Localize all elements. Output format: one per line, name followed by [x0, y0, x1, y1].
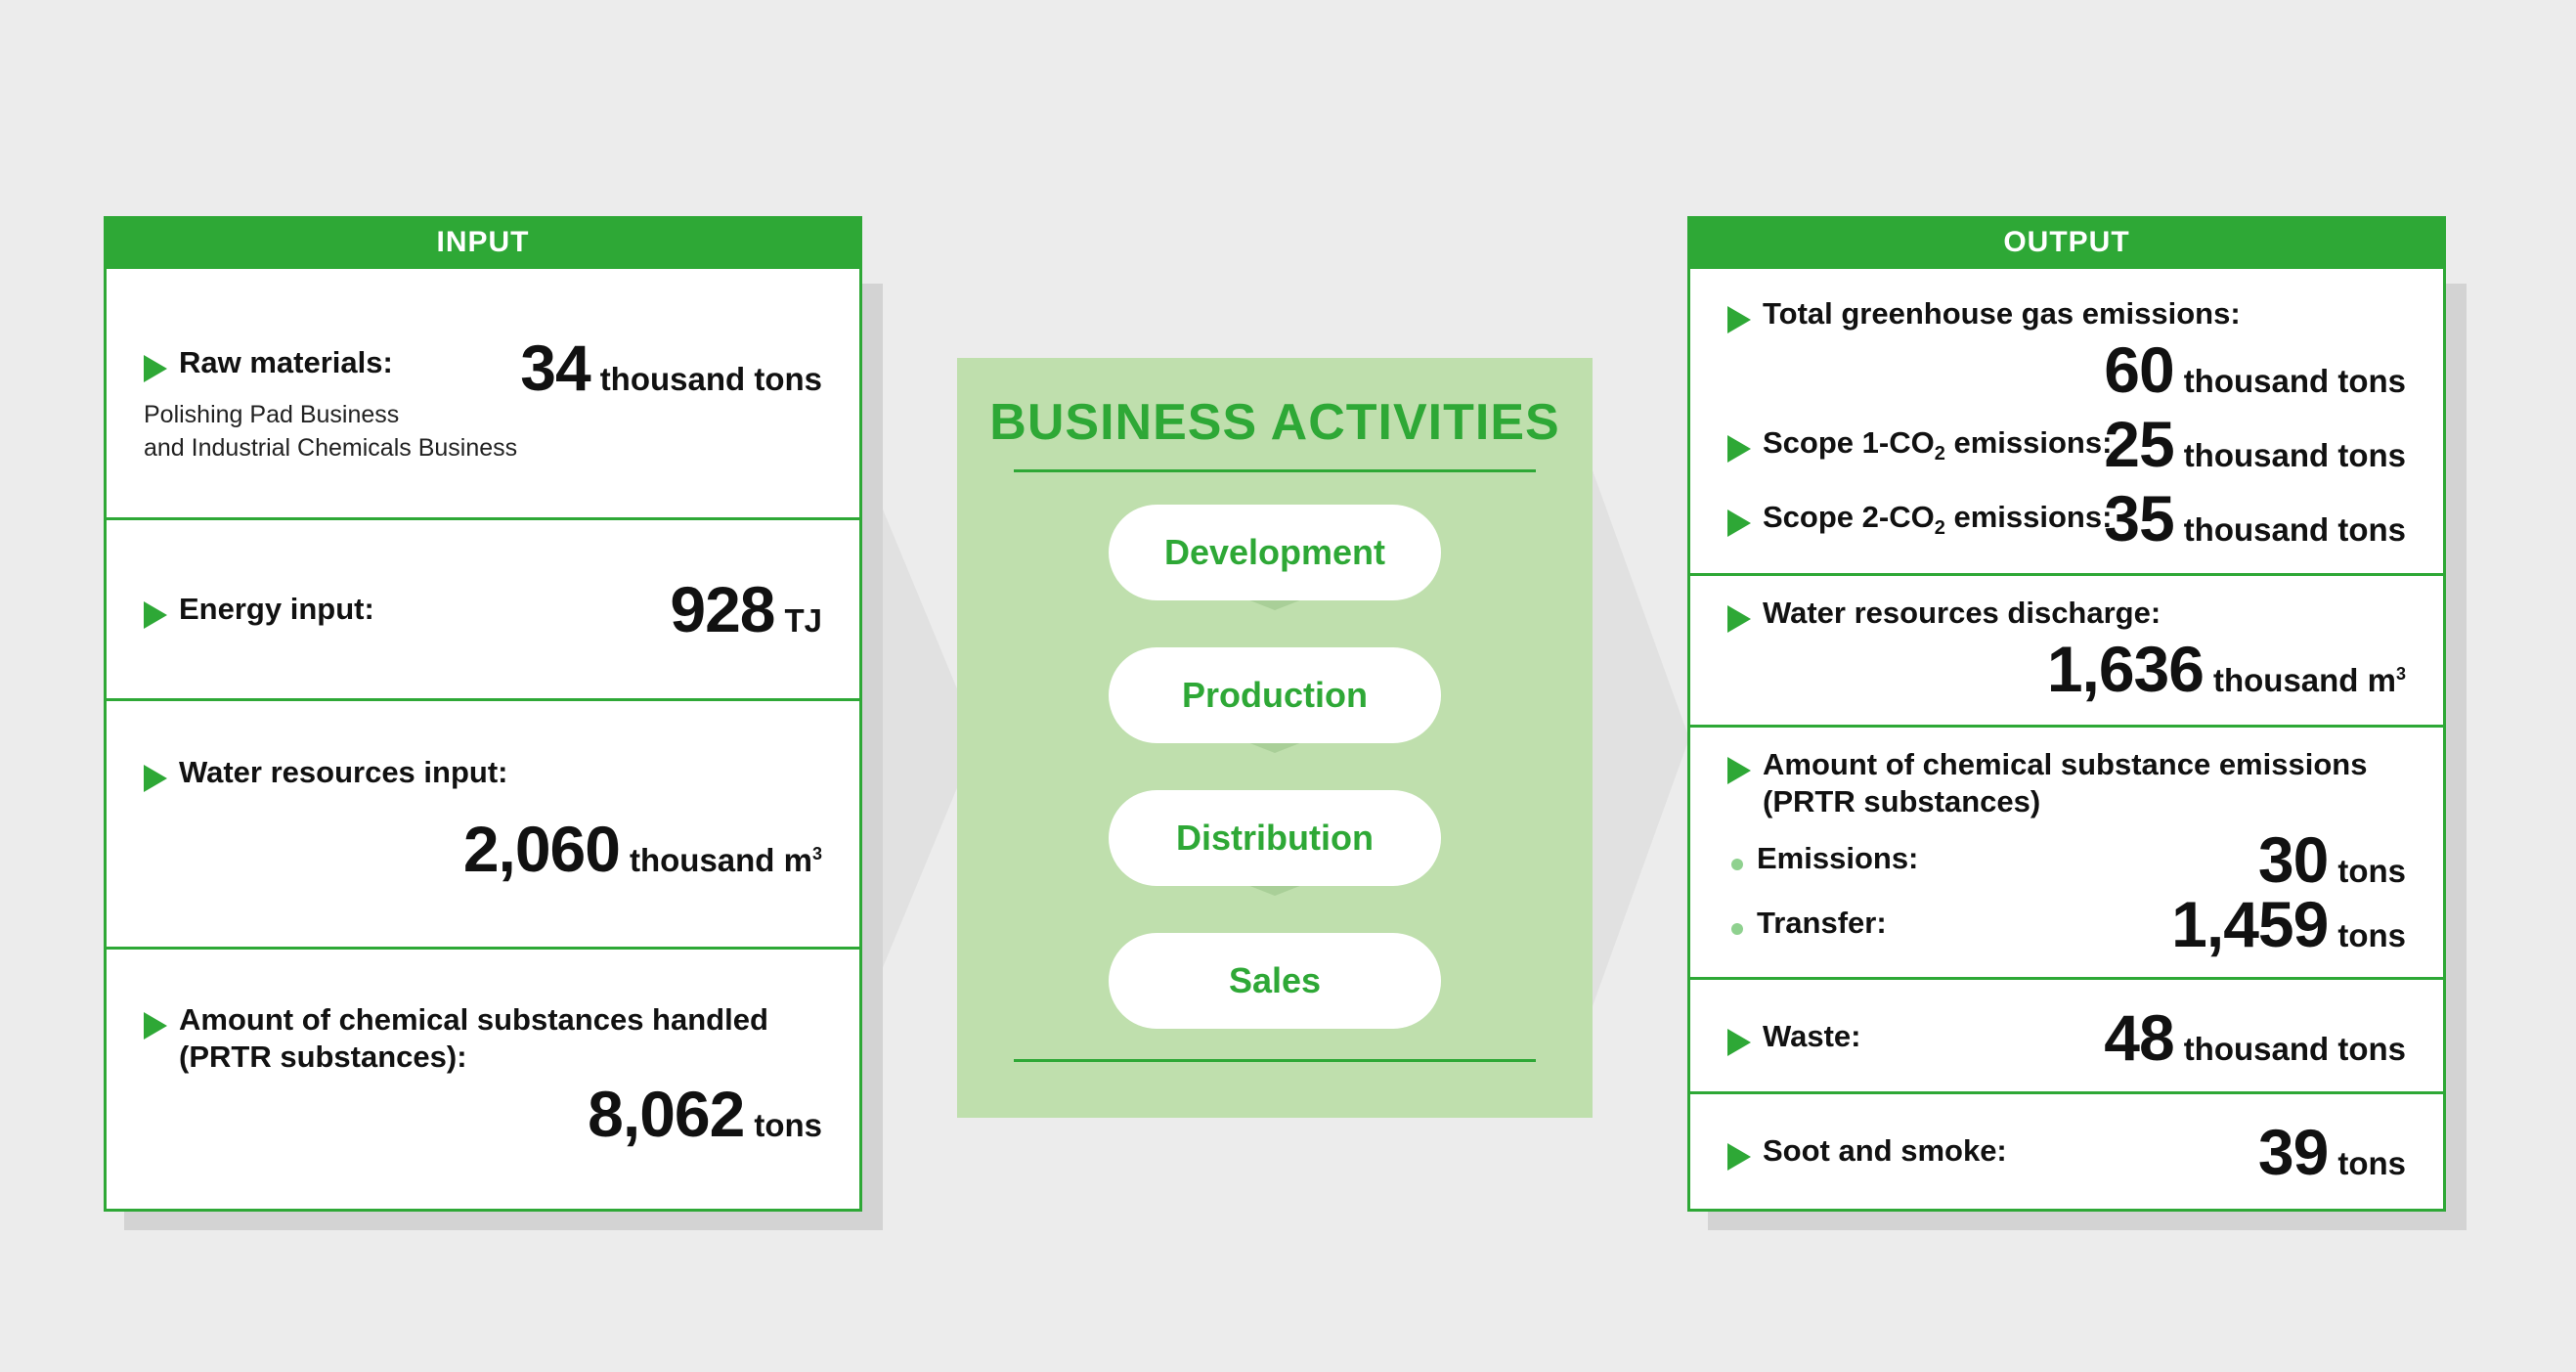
triangle-bullet-icon	[144, 1011, 167, 1040]
soot-smoke-value: 39	[2257, 1116, 2329, 1188]
emissions-value-group: 30 tons	[2258, 827, 2406, 892]
bullet-dot-icon	[1731, 922, 1743, 935]
waste-section: Waste: 48 thousand tons	[1690, 977, 2443, 1091]
water-discharge-value: 1,636	[2046, 633, 2205, 705]
triangle-bullet-icon	[1727, 1142, 1751, 1171]
triangle-bullet-icon	[1727, 1028, 1751, 1056]
transfer-unit: tons	[2337, 917, 2406, 953]
scope1-value-group: 25 thousand tons	[2104, 412, 2406, 476]
soot-smoke-value-group: 39 tons	[2258, 1120, 2406, 1184]
ghg-label: Total greenhouse gas emissions:	[1763, 296, 2241, 331]
emissions-value: 30	[2257, 823, 2329, 896]
soot-smoke-label: Soot and smoke:	[1763, 1133, 2007, 1168]
chemical-emissions-label-2: (PRTR substances)	[1763, 784, 2041, 819]
waste-value: 48	[2104, 1001, 2174, 1074]
business-activities-title: BUSINESS ACTIVITIES	[989, 394, 1560, 451]
raw-materials-value: 34	[520, 332, 590, 404]
triangle-bullet-icon	[1727, 509, 1751, 537]
water-discharge-unit: thousand m3	[2212, 662, 2406, 698]
scope2-value-group: 35 thousand tons	[2104, 486, 2406, 551]
raw-materials-unit: thousand tons	[599, 361, 822, 397]
transfer-label: Transfer:	[1757, 906, 1887, 940]
title-divider	[1014, 469, 1536, 472]
ghg-section: Total greenhouse gas emissions: 60 thousa…	[1690, 266, 2443, 573]
energy-value-group: 928 TJ	[670, 577, 822, 642]
business-activities-box: BUSINESS ACTIVITIES Development Producti…	[957, 358, 1593, 1118]
raw-materials-note-1: Polishing Pad Business	[144, 401, 400, 428]
energy-section: Energy input: 928 TJ	[107, 517, 859, 698]
chemicals-handled-label-1: Amount of chemical substances handled	[179, 1002, 768, 1037]
scope1-unit: thousand tons	[2183, 437, 2406, 473]
triangle-bullet-icon	[1727, 604, 1751, 633]
energy-label: Energy input:	[179, 592, 374, 626]
transfer-value-group: 1,459 tons	[2171, 892, 2406, 956]
waste-unit: thousand tons	[2183, 1031, 2406, 1067]
scope2-value: 35	[2104, 482, 2174, 554]
triangle-bullet-icon	[144, 354, 167, 382]
raw-materials-value-group: 34 thousand tons	[520, 335, 822, 400]
water-discharge-value-group: 1,636 thousand m3	[2047, 637, 2406, 701]
raw-materials-label: Raw materials:	[179, 345, 393, 379]
chemicals-handled-unit: tons	[754, 1107, 822, 1143]
transfer-value: 1,459	[2171, 888, 2329, 960]
emissions-unit: tons	[2337, 853, 2406, 889]
ghg-value-group: 60 thousand tons	[2104, 337, 2406, 402]
energy-unit: TJ	[784, 602, 822, 639]
output-panel: OUTPUT Total greenhouse gas emissions: 6…	[1687, 216, 2446, 1212]
scope1-label: Scope 1-CO2 emissions:	[1763, 425, 2113, 465]
input-panel: INPUT Raw materials: 34 thousand tons Pol…	[104, 216, 862, 1212]
bottom-divider	[1014, 1059, 1536, 1062]
waste-label: Waste:	[1763, 1019, 1861, 1053]
scope1-value: 25	[2104, 408, 2174, 480]
chemicals-handled-value-group: 8,062 tons	[588, 1082, 822, 1146]
energy-value: 928	[670, 573, 775, 645]
water-discharge-label: Water resources discharge:	[1763, 596, 2161, 630]
raw-materials-section: Raw materials: 34 thousand tons Polishing…	[107, 266, 859, 517]
step-development: Development	[1109, 505, 1441, 600]
input-header: INPUT	[107, 219, 859, 266]
soot-smoke-section: Soot and smoke: 39 tons	[1690, 1091, 2443, 1209]
chemicals-handled-section: Amount of chemical substances handled (P…	[107, 947, 859, 1212]
chemicals-handled-value: 8,062	[588, 1078, 745, 1150]
chemicals-handled-label-2: (PRTR substances):	[179, 1040, 467, 1074]
scope2-unit: thousand tons	[2183, 511, 2406, 548]
chemical-emissions-label-1: Amount of chemical substance emissions	[1763, 747, 2368, 781]
water-input-value: 2,060	[462, 813, 621, 885]
soot-smoke-unit: tons	[2337, 1145, 2406, 1181]
emissions-label: Emissions:	[1757, 841, 1919, 875]
water-input-label: Water resources input:	[179, 755, 508, 789]
water-input-value-group: 2,060 thousand m3	[463, 817, 822, 881]
step-production: Production	[1109, 647, 1441, 743]
scope2-label: Scope 2-CO2 emissions:	[1763, 500, 2113, 540]
triangle-bullet-icon	[1727, 756, 1751, 784]
triangle-bullet-icon	[144, 764, 167, 792]
ghg-unit: thousand tons	[2183, 363, 2406, 399]
triangle-bullet-icon	[1727, 434, 1751, 463]
step-sales: Sales	[1109, 933, 1441, 1029]
bullet-dot-icon	[1731, 858, 1743, 870]
triangle-bullet-icon	[144, 600, 167, 629]
output-header: OUTPUT	[1690, 219, 2443, 266]
input-flow-arrow	[862, 460, 978, 1017]
step-distribution: Distribution	[1109, 790, 1441, 886]
ghg-value: 60	[2104, 333, 2174, 406]
output-flow-arrow	[1589, 460, 1689, 1017]
triangle-bullet-icon	[1727, 305, 1751, 333]
water-discharge-section: Water resources discharge: 1,636 thousand…	[1690, 573, 2443, 725]
waste-value-group: 48 thousand tons	[2104, 1005, 2406, 1070]
raw-materials-note-2: and Industrial Chemicals Business	[144, 434, 518, 462]
water-input-unit: thousand m3	[629, 842, 822, 878]
chemical-emissions-section: Amount of chemical substance emissions (…	[1690, 725, 2443, 977]
water-input-section: Water resources input: 2,060 thousand m3	[107, 698, 859, 947]
